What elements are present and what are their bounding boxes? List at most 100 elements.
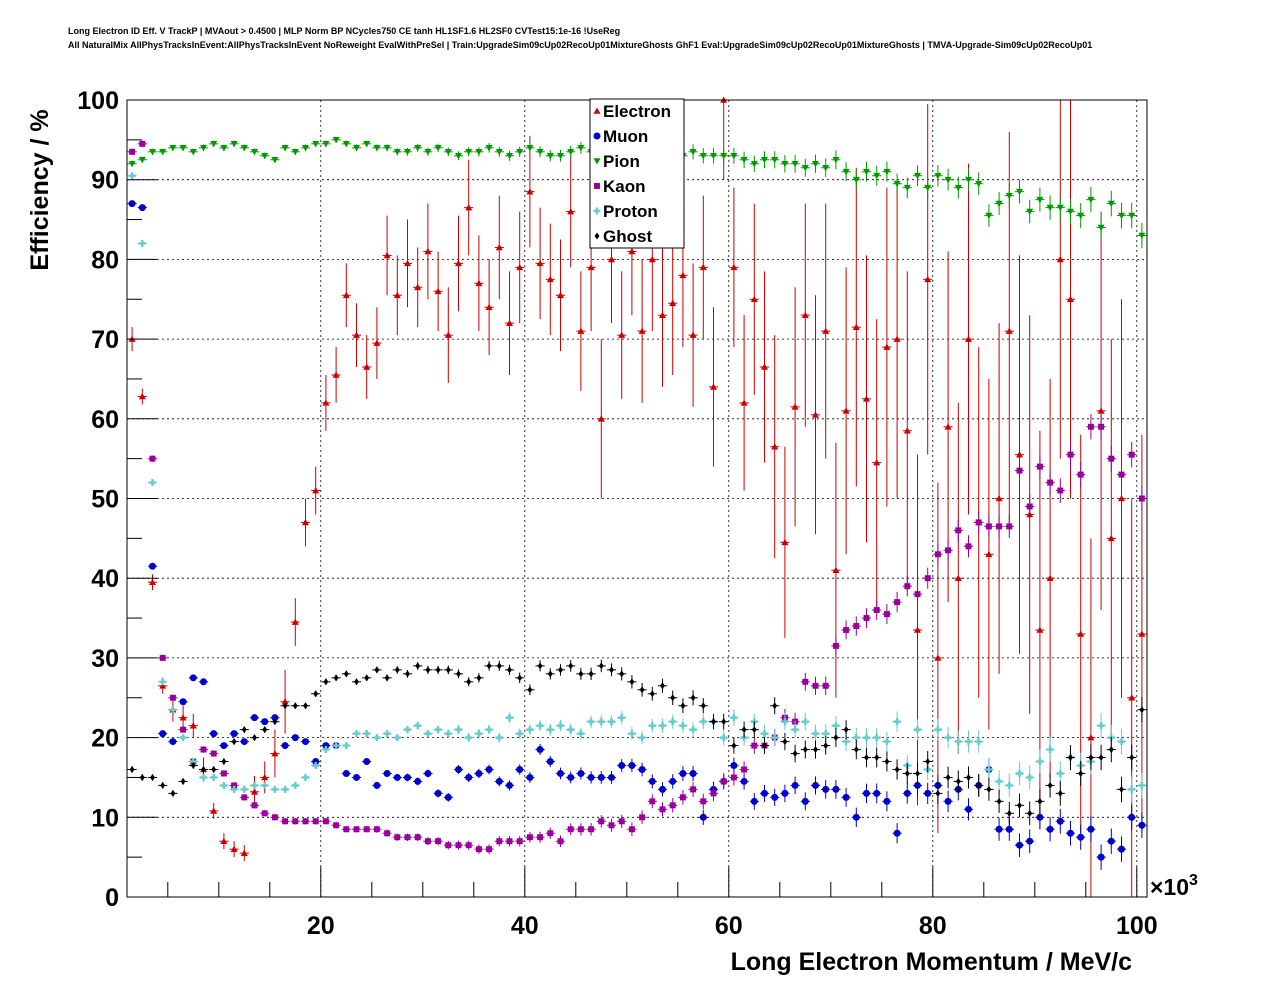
data-point	[618, 761, 626, 769]
data-point	[925, 758, 931, 766]
y-tick-label: 60	[91, 406, 119, 434]
data-point	[802, 678, 809, 685]
data-point	[597, 718, 605, 726]
data-point	[353, 331, 360, 338]
data-point	[343, 826, 350, 833]
data-point	[220, 145, 228, 152]
data-point	[1016, 841, 1023, 849]
data-point	[435, 838, 442, 845]
data-point	[1016, 769, 1024, 777]
data-point	[577, 327, 585, 334]
data-point	[1119, 785, 1124, 793]
data-point	[771, 443, 779, 450]
legend-marker-muon	[593, 132, 601, 140]
data-point	[404, 259, 411, 267]
data-point	[863, 395, 870, 402]
data-point	[272, 718, 278, 726]
data-point	[128, 160, 136, 168]
data-point	[1107, 534, 1115, 542]
data-point	[150, 773, 155, 781]
data-point	[241, 794, 248, 801]
data-point	[628, 826, 635, 833]
data-point	[516, 765, 524, 773]
data-point	[832, 722, 840, 730]
data-point	[332, 137, 340, 144]
data-point	[230, 730, 238, 738]
data-point	[567, 726, 575, 734]
data-point	[506, 152, 513, 160]
data-point	[281, 145, 289, 152]
data-point	[638, 327, 646, 334]
data-point	[710, 152, 717, 160]
y-tick-label: 30	[91, 645, 119, 673]
data-point	[1108, 455, 1115, 462]
data-point	[415, 662, 421, 670]
data-point	[374, 666, 380, 674]
data-point	[1036, 758, 1044, 766]
data-point	[669, 802, 676, 809]
data-point	[302, 773, 309, 781]
data-point	[761, 363, 768, 370]
data-point	[669, 299, 677, 307]
data-point	[444, 149, 452, 156]
data-point	[710, 790, 717, 797]
data-point	[679, 722, 687, 730]
data-point	[516, 838, 523, 845]
data-point	[546, 275, 554, 283]
data-point	[903, 427, 911, 434]
data-point	[282, 702, 288, 710]
data-point	[138, 239, 146, 247]
data-point	[1056, 204, 1064, 212]
data-point	[271, 785, 279, 793]
data-point	[465, 149, 473, 156]
data-point	[791, 160, 799, 168]
data-point	[424, 149, 432, 156]
data-point	[312, 758, 320, 766]
data-point	[557, 838, 564, 845]
data-point	[781, 538, 789, 546]
data-point	[679, 769, 687, 777]
data-point	[802, 746, 808, 754]
data-point	[781, 789, 789, 797]
data-point	[883, 797, 891, 805]
data-point	[598, 818, 605, 825]
data-point	[720, 152, 728, 160]
data-point	[568, 662, 574, 670]
data-point	[699, 263, 707, 271]
data-point	[608, 773, 615, 781]
data-point	[1056, 255, 1064, 263]
data-point	[903, 184, 911, 192]
data-point	[414, 145, 422, 152]
data-point	[649, 690, 655, 698]
data-point	[1006, 809, 1012, 817]
data-point	[149, 562, 156, 570]
data-point	[852, 176, 860, 184]
data-point	[608, 822, 615, 829]
data-point	[536, 746, 544, 754]
data-point	[965, 176, 972, 184]
data-point	[302, 518, 309, 526]
series-electron	[127, 96, 1147, 897]
data-point	[873, 172, 881, 180]
data-point	[291, 734, 299, 742]
data-point	[159, 149, 167, 156]
data-point	[587, 718, 595, 726]
series-pion	[127, 136, 1147, 249]
data-point	[915, 769, 920, 777]
data-point	[179, 734, 187, 742]
data-point	[506, 714, 513, 722]
data-point	[169, 694, 176, 701]
data-point	[587, 773, 595, 781]
data-point	[495, 777, 503, 785]
data-point	[792, 750, 798, 758]
data-point	[1118, 495, 1125, 502]
data-point	[781, 160, 789, 168]
data-point	[812, 730, 820, 738]
data-point	[996, 797, 1002, 805]
data-point	[434, 145, 442, 152]
data-point	[383, 145, 391, 152]
data-point	[1108, 746, 1114, 754]
data-point	[1077, 471, 1084, 478]
data-point	[526, 726, 534, 734]
data-point	[852, 323, 860, 330]
